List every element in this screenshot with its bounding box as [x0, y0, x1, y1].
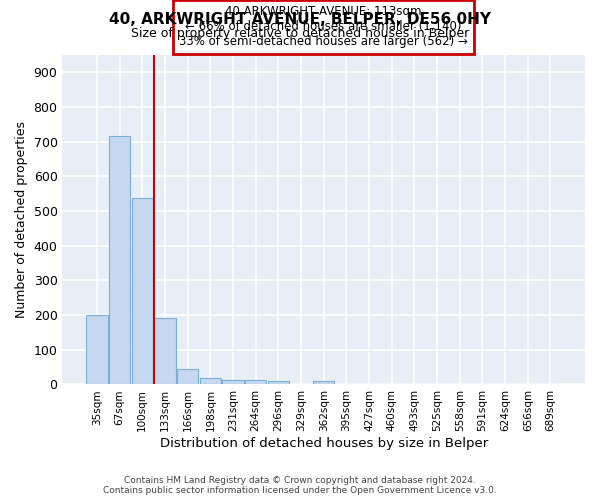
Text: 40, ARKWRIGHT AVENUE, BELPER, DE56 0HY: 40, ARKWRIGHT AVENUE, BELPER, DE56 0HY	[109, 12, 491, 28]
Bar	[177, 368, 199, 384]
Text: Contains HM Land Registry data © Crown copyright and database right 2024.: Contains HM Land Registry data © Crown c…	[124, 476, 476, 485]
Bar	[154, 318, 176, 384]
X-axis label: Distribution of detached houses by size in Belper: Distribution of detached houses by size …	[160, 437, 488, 450]
Bar	[222, 380, 244, 384]
Text: Contains public sector information licensed under the Open Government Licence v3: Contains public sector information licen…	[103, 486, 497, 495]
Text: 40 ARKWRIGHT AVENUE: 113sqm
← 66% of detached houses are smaller (1,140)
33% of : 40 ARKWRIGHT AVENUE: 113sqm ← 66% of det…	[179, 6, 468, 48]
Bar	[131, 198, 153, 384]
Bar	[313, 382, 334, 384]
Y-axis label: Number of detached properties: Number of detached properties	[15, 121, 28, 318]
Bar	[245, 380, 266, 384]
Text: Size of property relative to detached houses in Belper: Size of property relative to detached ho…	[131, 28, 469, 40]
Bar	[268, 382, 289, 384]
Bar	[200, 378, 221, 384]
Bar	[109, 136, 130, 384]
Bar	[86, 315, 108, 384]
